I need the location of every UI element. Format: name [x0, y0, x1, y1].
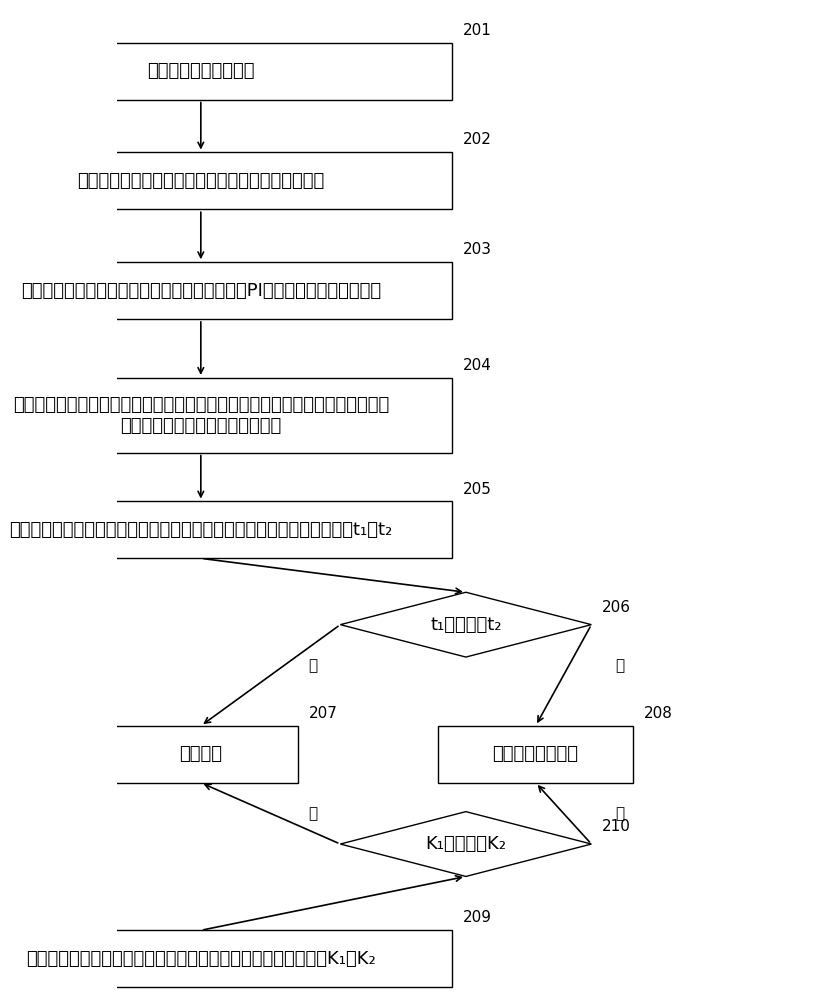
- Text: 207: 207: [309, 706, 338, 721]
- FancyBboxPatch shape: [0, 152, 452, 209]
- Text: 205: 205: [463, 482, 491, 497]
- Text: 是: 是: [308, 806, 317, 821]
- Text: 根据两阻尼系数分别得到两种电压锁相环对应的典型二阶系统的收敛时间t₁和t₂: 根据两阻尼系数分别得到两种电压锁相环对应的典型二阶系统的收敛时间t₁和t₂: [9, 521, 392, 539]
- FancyBboxPatch shape: [0, 378, 452, 453]
- Text: 根据开环传递函数、采样频率和基波角频率得到PI调节器参数变化的根轨迹: 根据开环传递函数、采样频率和基波角频率得到PI调节器参数变化的根轨迹: [20, 282, 381, 300]
- FancyBboxPatch shape: [0, 262, 452, 319]
- Text: 204: 204: [463, 358, 491, 373]
- Text: 根轨迹通过闭环主导极点的方法将高阶系统等效简化成为典型二阶系统，得到两
种三相电压锁相环对应的阻尼系数: 根轨迹通过闭环主导极点的方法将高阶系统等效简化成为典型二阶系统，得到两 种三相电…: [13, 396, 389, 435]
- FancyBboxPatch shape: [438, 726, 633, 783]
- Text: t₁是否小于t₂: t₁是否小于t₂: [430, 616, 502, 634]
- Text: 硬件实验平台分析: 硬件实验平台分析: [493, 745, 579, 763]
- Text: K₁是否小于K₂: K₁是否小于K₂: [425, 835, 507, 853]
- FancyBboxPatch shape: [0, 930, 452, 987]
- Polygon shape: [340, 812, 592, 876]
- Text: 是: 是: [614, 806, 624, 821]
- Text: 是: 是: [308, 658, 317, 673]
- Text: 203: 203: [463, 242, 491, 257]
- FancyBboxPatch shape: [103, 726, 299, 783]
- Text: 206: 206: [602, 600, 631, 615]
- Text: 是: 是: [614, 658, 624, 673]
- Text: 建立锁相环的简化模型: 建立锁相环的简化模型: [147, 62, 255, 80]
- FancyBboxPatch shape: [0, 43, 452, 100]
- Text: 202: 202: [463, 132, 491, 147]
- Text: 209: 209: [463, 910, 491, 925]
- Text: 201: 201: [463, 23, 491, 38]
- FancyBboxPatch shape: [0, 501, 452, 558]
- Text: 208: 208: [644, 706, 672, 721]
- Polygon shape: [340, 592, 592, 657]
- Text: 仿真分析: 仿真分析: [180, 745, 222, 763]
- Text: 据简化模型得到两种三相电压锁相环的开环传递函数: 据简化模型得到两种三相电压锁相环的开环传递函数: [78, 172, 325, 190]
- Text: 210: 210: [602, 819, 631, 834]
- Text: 分别计算两种三相电压锁相环的对应的曲线在过零点处的斜率为K₁和K₂: 分别计算两种三相电压锁相环的对应的曲线在过零点处的斜率为K₁和K₂: [26, 950, 375, 968]
